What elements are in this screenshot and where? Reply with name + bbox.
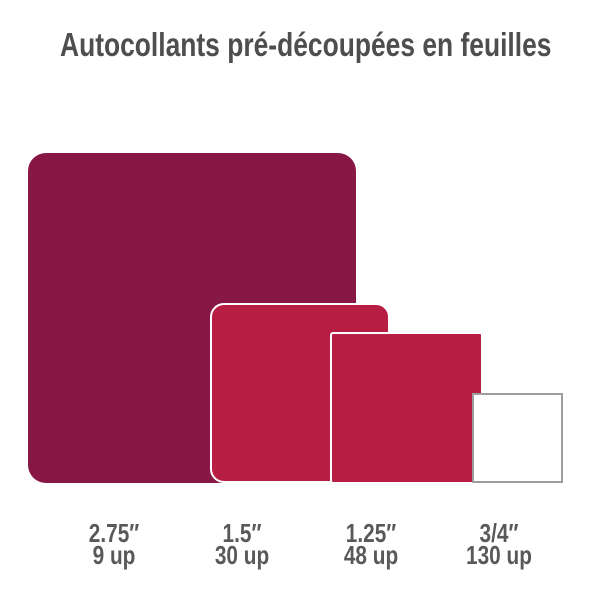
size-value: 1.5″ [222,518,262,548]
count-value: 130 up [466,540,532,570]
size-value: 3/4″ [479,518,519,548]
count-value: 30 up [214,540,270,570]
size-value: 1.25″ [345,518,397,548]
sticker-square-3-4in [472,393,563,483]
size-label-group-1-5in: 1.5″ 30 up [190,518,294,570]
size-label-group-2-75in: 2.75″ 9 up [62,518,166,570]
size-value: 2.75″ [88,518,140,548]
count-value: 9 up [92,540,136,570]
page-title: Autocollants pré-découpées en feuilles [60,26,552,63]
size-label-group-1-25in: 1.25″ 48 up [319,518,423,570]
count-value: 48 up [343,540,399,570]
size-label-group-3-4in: 3/4″ 130 up [447,518,551,570]
